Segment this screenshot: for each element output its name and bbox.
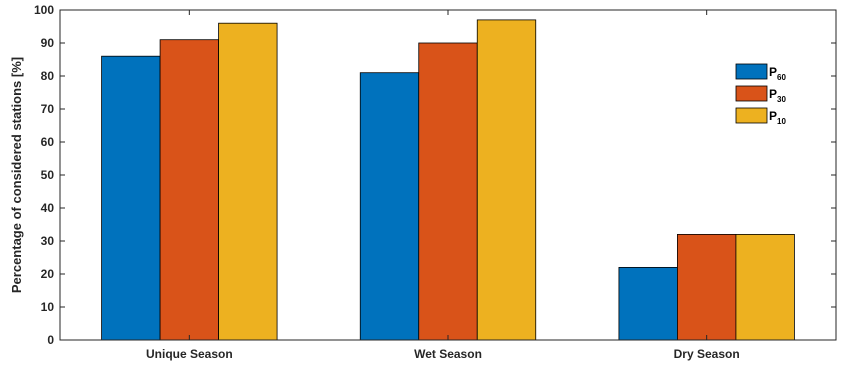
y-tick-label: 10: [41, 300, 55, 314]
y-tick-label: 60: [41, 135, 55, 149]
bar-p60-dry-season: [618, 266, 678, 341]
x-tick-label: Dry Season: [674, 347, 740, 361]
y-tick-label: 80: [41, 69, 55, 83]
bar-p60-wet-season: [359, 72, 420, 341]
y-tick-label: 20: [41, 267, 55, 281]
legend-label-subscript: 30: [777, 95, 786, 104]
y-tick-label: 90: [41, 36, 55, 50]
legend-swatch-p30: [735, 85, 768, 102]
plot-frame: [59, 9, 837, 341]
y-tick-label: 40: [41, 201, 55, 215]
legend-label-p30: P30: [769, 87, 786, 104]
y-axis-label: Percentage of considered stations [%]: [9, 57, 24, 293]
y-axis-ticks: 0 10 20 30 40 50 60 70 80 90 100: [34, 3, 836, 347]
y-tick-label: 0: [47, 333, 54, 347]
y-tick-label: 100: [34, 3, 54, 17]
bar-p10-unique-season: [218, 22, 278, 341]
bar-p60-unique-season: [101, 55, 161, 341]
legend-swatch-p10: [735, 107, 768, 124]
legend-label-main: P: [769, 65, 777, 79]
bar-p30-wet-season: [418, 42, 478, 341]
legend-label-main: P: [769, 109, 777, 123]
bar-p10-dry-season: [735, 233, 795, 341]
y-tick-label: 30: [41, 234, 55, 248]
x-tick-label: Wet Season: [414, 347, 482, 361]
legend-label-p60: P60: [769, 65, 786, 82]
bars: [101, 19, 795, 341]
legend-label-subscript: 10: [777, 117, 786, 126]
bar-p30-dry-season: [677, 233, 737, 341]
legend-label-main: P: [769, 87, 777, 101]
bar-p10-wet-season: [476, 19, 537, 341]
legend-label-p10: P10: [769, 109, 786, 126]
x-axis-tick-labels: Unique Season Wet Season Dry Season: [146, 10, 740, 361]
y-tick-label: 70: [41, 102, 55, 116]
legend-swatch-p60: [735, 63, 768, 80]
y-tick-label: 50: [41, 168, 55, 182]
x-tick-label: Unique Season: [146, 347, 233, 361]
legend-label-subscript: 60: [777, 73, 786, 82]
bar-p30-unique-season: [159, 39, 219, 341]
